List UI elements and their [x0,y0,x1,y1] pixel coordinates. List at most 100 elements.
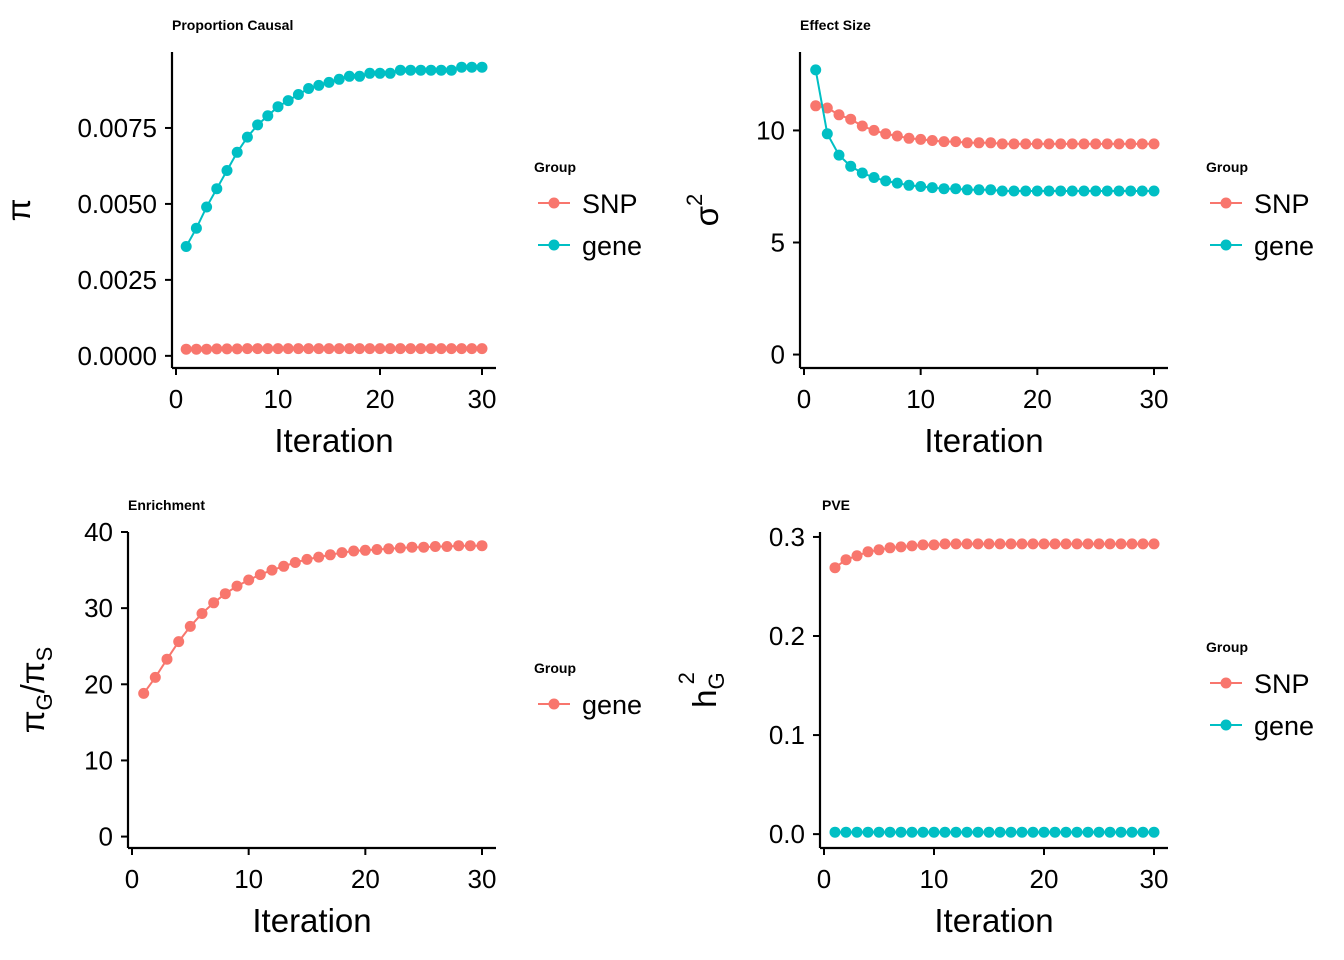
data-point-gene [453,540,465,552]
data-point-snp [1125,138,1137,150]
x-tick-label: 10 [234,864,263,894]
legend-label: gene [582,690,642,720]
data-point-gene [1043,185,1055,197]
data-point-snp [405,343,417,355]
data-point-snp [1090,138,1102,150]
data-point-snp [950,136,962,148]
y-tick-label: 30 [84,593,113,623]
x-tick-label: 20 [1030,864,1059,894]
data-point-gene [961,826,973,838]
data-point-gene [241,131,253,143]
data-point-gene [1055,185,1067,197]
data-point-gene [939,826,951,838]
data-point-gene [466,61,478,73]
y-axis-symbol: π [14,710,51,733]
data-point-gene [928,826,940,838]
data-point-gene [845,160,857,172]
x-tick-label: 20 [1023,384,1052,414]
y-axis-subscript: G [704,672,729,689]
data-point-snp [903,132,915,144]
data-point-snp [1126,538,1138,550]
y-axis-title: πG/πS [14,647,57,734]
x-tick-label: 30 [468,864,497,894]
data-point-snp [323,343,335,355]
x-tick-label: 0 [169,384,183,414]
data-point-gene [985,184,997,196]
data-point-gene [1008,185,1020,197]
data-point-gene [1093,826,1105,838]
data-point-snp [1020,138,1032,150]
data-point-snp [1049,538,1061,550]
data-point-snp [985,137,997,149]
data-point-snp [333,343,345,355]
x-axis-title: Iteration [252,902,371,939]
data-point-gene [456,61,468,73]
data-point-snp [873,544,885,556]
data-point-snp [1071,538,1083,550]
data-point-snp [1038,538,1050,550]
data-point-snp [476,343,488,355]
data-point-snp [1031,138,1043,150]
data-point-snp [445,343,457,355]
data-point-gene [810,64,822,76]
data-point-snp [282,343,294,355]
data-point-gene [464,540,476,552]
data-point-gene [303,83,315,94]
x-axis-title: Iteration [274,422,393,459]
data-point-snp [928,539,940,551]
x-tick-label: 10 [920,864,949,894]
data-point-gene [313,551,325,563]
data-point-snp [1104,538,1116,550]
data-point-gene [405,64,417,76]
data-point-snp [880,128,892,140]
data-point-gene [445,64,457,76]
data-point-gene [394,64,406,76]
data-point-snp [1055,138,1067,150]
data-point-snp [950,538,962,550]
data-point-snp [845,113,857,125]
data-point-snp [231,343,243,355]
data-point-gene [292,89,304,100]
legend-label: gene [1254,711,1314,741]
data-point-gene [149,671,161,683]
data-point-gene [219,588,231,600]
data-point-snp [435,343,447,355]
data-point-gene [973,184,985,196]
data-point-gene [278,560,290,572]
chart-title: PVE [822,497,850,513]
data-point-gene [354,70,366,82]
chart-title: Enrichment [128,497,205,513]
data-point-gene [343,70,355,82]
data-point-snp [1148,538,1160,550]
y-tick-label: 0 [99,822,113,852]
data-point-gene [938,183,950,195]
data-point-gene [903,179,915,191]
y-tick-label: 10 [84,745,113,775]
data-point-snp [415,343,427,355]
legend-key-point [1220,677,1232,689]
legend: Group gene [534,660,642,720]
data-point-snp [1113,138,1125,150]
data-point-gene [840,826,852,838]
y-tick-label: 0.0 [769,819,805,849]
legend-title: Group [534,660,576,676]
data-point-gene [266,564,278,576]
data-point-snp [272,343,284,355]
data-point-gene [201,201,213,213]
legend: Group SNP gene [1206,159,1314,261]
data-point-gene [1082,826,1094,838]
data-point-gene [359,544,371,556]
data-point-gene [1078,185,1090,197]
data-point-snp [1148,138,1160,150]
data-point-gene [891,177,903,189]
data-point-snp [384,343,396,355]
y-tick-label: 20 [84,669,113,699]
y-tick-label: 40 [84,517,113,547]
data-point-snp [1078,138,1090,150]
x-axis-title: Iteration [924,422,1043,459]
data-point-gene [173,636,185,648]
y-tick-label: 0 [771,340,785,370]
data-point-snp [241,343,253,355]
data-point-gene [196,608,208,619]
